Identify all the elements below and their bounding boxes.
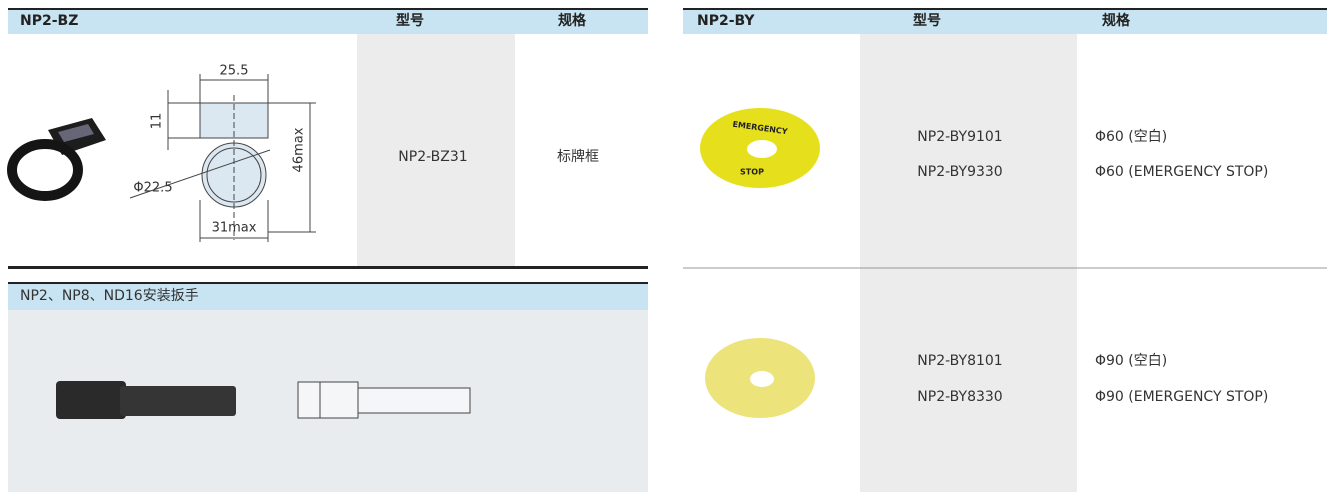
tech-drawing	[129, 74, 316, 242]
spec-cell: Φ90 (空白)	[1095, 353, 1167, 369]
model-column	[357, 34, 515, 266]
header-title: NP2-BZ	[20, 13, 78, 29]
model-cell: NP2-BY8330	[917, 389, 1002, 405]
model-cell: NP2-BZ31	[398, 149, 467, 165]
header-title: NP2-BY	[697, 13, 755, 29]
dim-label: 25.5	[220, 64, 249, 79]
header-bar	[8, 8, 648, 34]
dim-label: 31max	[212, 221, 257, 236]
header-title: NP2、NP8、ND16安装扳手	[20, 288, 199, 304]
dim-label: 11	[150, 113, 165, 130]
model-cell: NP2-BY8101	[917, 353, 1002, 369]
dim-label: Φ22.5	[133, 181, 172, 196]
header-bar	[683, 8, 1327, 34]
placard-image	[7, 118, 106, 201]
wrench-image	[56, 381, 236, 419]
spec-cell: Φ60 (EMERGENCY STOP)	[1095, 164, 1268, 180]
header-col: 型号	[913, 12, 941, 29]
spec-cell: 标牌框	[557, 148, 599, 165]
header-bar	[8, 282, 648, 310]
header-col: 规格	[1102, 12, 1131, 29]
header-col: 型号	[396, 12, 424, 29]
dim-label: 46max	[292, 127, 307, 172]
disc-image	[705, 338, 815, 418]
header-col: 规格	[558, 12, 587, 29]
wrench-drawing	[297, 381, 471, 419]
disc-image	[700, 108, 820, 188]
model-column	[860, 34, 1077, 492]
disc-text: STOP	[740, 168, 764, 177]
spec-cell: Φ90 (EMERGENCY STOP)	[1095, 389, 1268, 405]
model-cell: NP2-BY9101	[917, 129, 1002, 145]
model-cell: NP2-BY9330	[917, 164, 1002, 180]
spec-cell: Φ60 (空白)	[1095, 129, 1167, 145]
